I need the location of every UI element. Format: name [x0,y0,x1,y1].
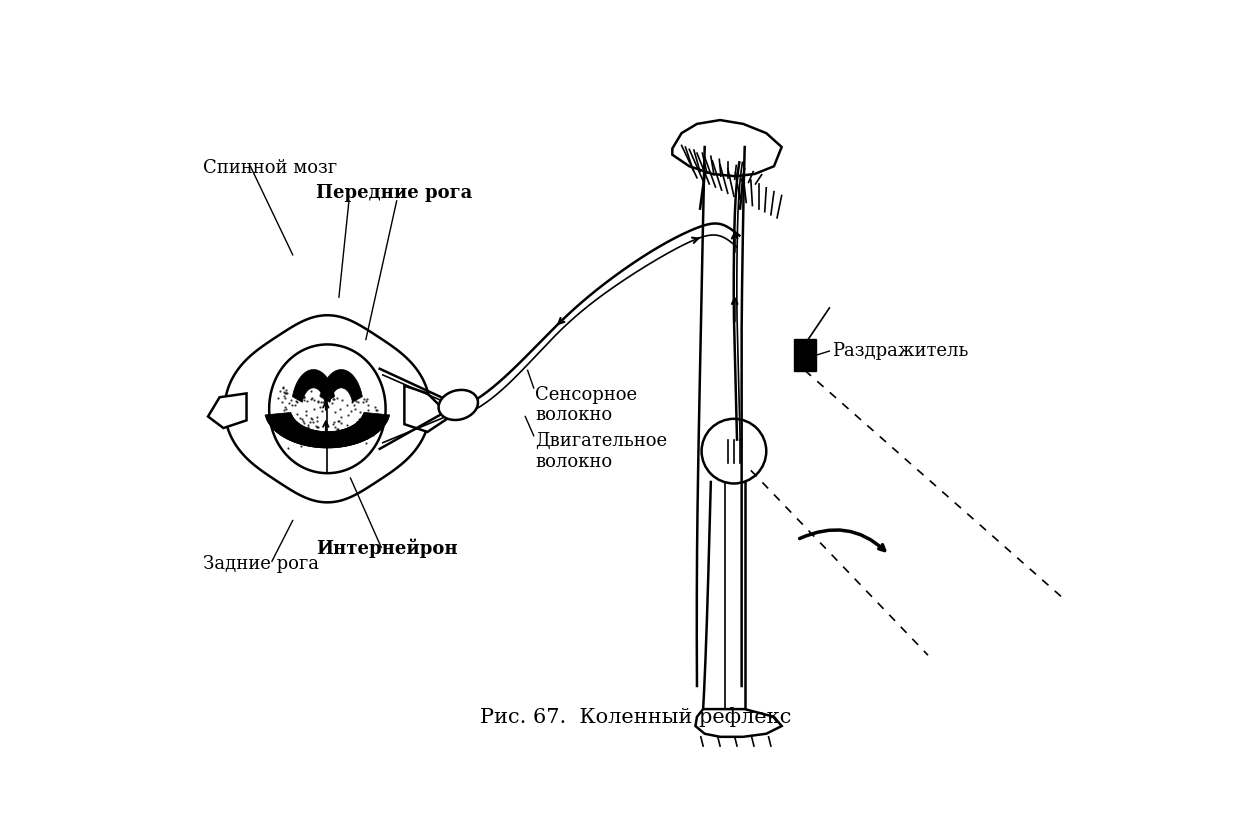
Text: Спинной мозг: Спинной мозг [203,159,337,176]
Text: Рис. 67.  Коленный рефлекс: Рис. 67. Коленный рефлекс [479,706,790,727]
Bar [794,339,815,371]
Ellipse shape [439,390,478,420]
Polygon shape [404,386,451,432]
Polygon shape [266,412,390,448]
Text: Интернейрон: Интернейрон [316,538,457,558]
Polygon shape [292,370,335,402]
Polygon shape [320,370,362,402]
Polygon shape [265,412,389,448]
Text: Сенсорное
волокно: Сенсорное волокно [535,386,637,424]
Polygon shape [673,120,782,176]
Polygon shape [224,315,430,502]
Text: Задние рога: Задние рога [203,555,318,573]
Polygon shape [208,393,247,428]
Text: Двигательное
волокно: Двигательное волокно [535,432,668,470]
Polygon shape [269,344,385,473]
Polygon shape [695,709,782,737]
Text: Раздражитель: Раздражитель [831,342,968,360]
Text: Передние рога: Передние рога [316,184,472,202]
